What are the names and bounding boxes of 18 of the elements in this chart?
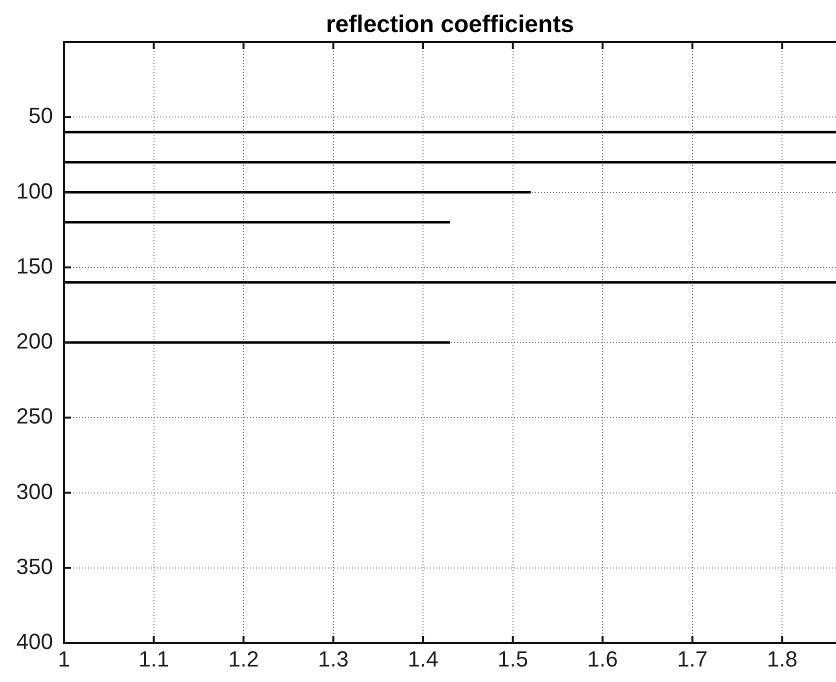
x-tick-label: 1.1 [138, 646, 170, 672]
y-tick-label: 100 [16, 178, 53, 204]
x-tick-label: 1.4 [408, 646, 438, 672]
y-tick-label: 200 [16, 328, 53, 354]
x-tick-label: 1.2 [228, 646, 259, 672]
x-tick-label: 1.7 [677, 646, 708, 672]
y-tick-label: 250 [16, 404, 53, 429]
x-tick-label: 1.8 [766, 646, 798, 672]
x-tick-label: 1.5 [498, 646, 528, 672]
y-tick-label: 150 [16, 253, 53, 278]
y-tick-label: 350 [16, 554, 53, 579]
x-tick-label: 1 [58, 646, 70, 672]
chart-title: reflection coefficients [326, 11, 574, 38]
y-tick-label: 50 [28, 103, 53, 128]
y-tick-label: 300 [16, 478, 53, 504]
y-tick-label: 400 [16, 629, 53, 654]
x-tick-label: 1.3 [318, 646, 349, 672]
x-tick-label: 1.6 [587, 646, 618, 672]
